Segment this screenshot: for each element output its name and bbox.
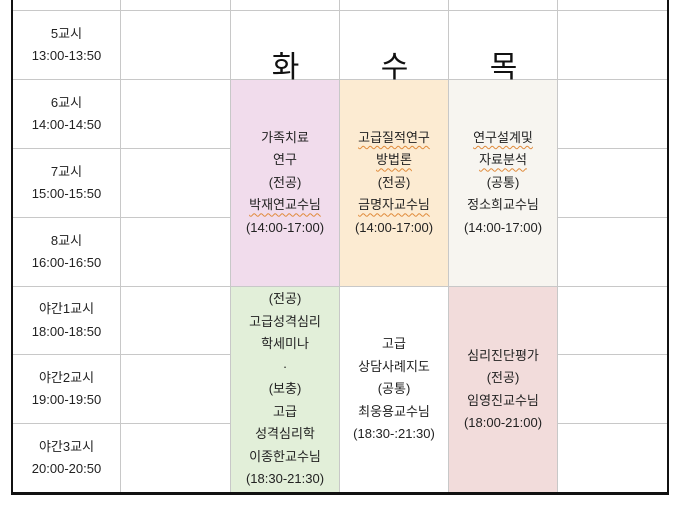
empty-cell bbox=[121, 80, 231, 149]
cell-text: (전공) bbox=[268, 291, 302, 307]
empty-cell bbox=[231, 0, 340, 11]
empty-cell bbox=[558, 424, 668, 493]
cell-text: 연구설계및 bbox=[473, 129, 533, 145]
period-cell: 5교시 13:00-13:50 bbox=[13, 11, 121, 80]
cell-text: 금명자교수님 bbox=[358, 197, 430, 213]
period-cell: 야간3교시 20:00-20:50 bbox=[13, 424, 121, 493]
cell-text: 야간3교시 bbox=[38, 438, 95, 454]
day-header: 목 bbox=[489, 51, 518, 84]
cell-text: 13:00-13:50 bbox=[31, 48, 102, 63]
cell-text: 임영진교수님 bbox=[467, 392, 539, 408]
cell-text: 심리진단평가 bbox=[467, 347, 539, 363]
cell-text: 이종한교수님 bbox=[249, 448, 321, 464]
table-border-bottom bbox=[11, 492, 669, 495]
cell-text: 야간1교시 bbox=[38, 301, 95, 316]
empty-cell bbox=[558, 0, 668, 11]
cell-text: 박재연교수님 bbox=[249, 197, 321, 213]
day-header: 화 bbox=[271, 51, 300, 84]
empty-cell bbox=[558, 287, 668, 355]
empty-cell bbox=[13, 0, 121, 11]
period-cell: 7교시 15:00-15:50 bbox=[13, 149, 121, 218]
period-cell: 6교시 14:00-14:50 bbox=[13, 80, 121, 149]
cell-text: 가족치료 bbox=[261, 129, 309, 145]
cell-text: 성격심리학 bbox=[255, 426, 315, 442]
cell-text: (18:00-21:00) bbox=[463, 415, 543, 430]
table-border-left bbox=[11, 0, 13, 494]
period-cell: 야간1교시 18:00-18:50 bbox=[13, 287, 121, 355]
empty-cell bbox=[340, 0, 449, 11]
cell-text: 20:00-20:50 bbox=[31, 461, 102, 476]
empty-cell bbox=[558, 355, 668, 424]
cell-text: (14:00-17:00) bbox=[463, 219, 543, 235]
empty-cell bbox=[121, 218, 231, 287]
cell-text: (공통) bbox=[377, 381, 411, 397]
cell-text: (전공) bbox=[377, 174, 411, 190]
cell-text: (14:00-17:00) bbox=[354, 219, 434, 235]
cell-text: (18:30-21:30) bbox=[245, 471, 325, 487]
day-header: 수 bbox=[380, 51, 409, 84]
empty-cell bbox=[558, 149, 668, 218]
cell-text: 7교시 bbox=[50, 163, 83, 179]
cell-text: 연구 bbox=[273, 152, 297, 168]
cell-text: 정소희교수님 bbox=[467, 197, 539, 213]
empty-cell bbox=[558, 80, 668, 149]
cell-text: (전공) bbox=[268, 174, 302, 190]
cell-text: (18:30-:21:30) bbox=[353, 426, 435, 442]
empty-cell bbox=[449, 0, 558, 11]
cell-text: (전공) bbox=[486, 370, 520, 385]
cell-text: (공통) bbox=[486, 174, 520, 190]
cell-text: (14:00-17:00) bbox=[245, 219, 325, 235]
cell-text: 16:00-16:50 bbox=[31, 255, 102, 270]
empty-cell bbox=[121, 11, 231, 80]
cell-text: 6교시 bbox=[50, 94, 83, 110]
cell-text: 15:00-15:50 bbox=[31, 186, 102, 201]
course-cell-thu-night: 심리진단평가 (전공) 임영진교수님 (18:00-21:00) bbox=[449, 287, 558, 493]
table-border-right bbox=[667, 0, 669, 494]
cell-text: · bbox=[282, 358, 288, 374]
cell-text: 18:00-18:50 bbox=[31, 323, 102, 339]
cell-text: 상담사례지도 bbox=[358, 358, 430, 374]
period-cell: 8교시 16:00-16:50 bbox=[13, 218, 121, 287]
empty-cell bbox=[121, 287, 231, 355]
empty-cell bbox=[121, 424, 231, 493]
day-header-cell bbox=[231, 11, 340, 80]
cell-text: 14:00-14:50 bbox=[31, 117, 102, 132]
empty-cell bbox=[121, 149, 231, 218]
cell-text: 학세미나 bbox=[261, 336, 309, 352]
day-header-cell bbox=[340, 11, 449, 80]
cell-text: 5교시 bbox=[50, 25, 83, 41]
cell-text: 야간2교시 bbox=[38, 369, 95, 385]
cell-text: 고급질적연구 bbox=[358, 129, 430, 145]
cell-text: (보충) bbox=[268, 381, 302, 397]
day-header-cell bbox=[449, 11, 558, 80]
cell-text: 방법론 bbox=[376, 152, 412, 168]
cell-text: 고급 bbox=[273, 403, 297, 419]
cell-text: 고급성격심리 bbox=[249, 313, 321, 329]
cell-text: 최웅용교수님 bbox=[358, 403, 430, 419]
period-cell: 야간2교시 19:00-19:50 bbox=[13, 355, 121, 424]
cell-text: 고급 bbox=[382, 336, 406, 352]
cell-text: 자료분석 bbox=[479, 152, 527, 168]
empty-cell bbox=[558, 11, 668, 80]
cell-text: 19:00-19:50 bbox=[31, 392, 102, 407]
cell-text: 8교시 bbox=[50, 232, 83, 248]
empty-cell bbox=[121, 355, 231, 424]
empty-cell bbox=[558, 218, 668, 287]
empty-cell bbox=[121, 0, 231, 11]
